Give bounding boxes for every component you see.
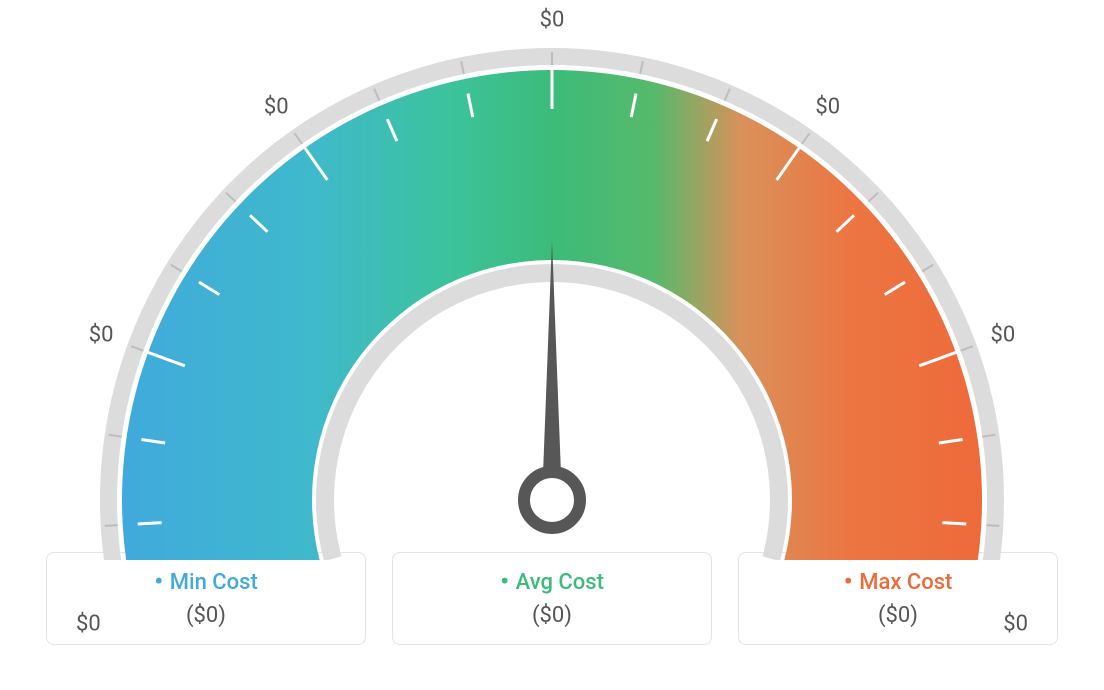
legend-card-avg: Avg Cost ($0): [392, 552, 712, 645]
gauge-svg: [0, 0, 1104, 560]
gauge-tick-sub: [942, 523, 966, 524]
gauge-tick-label: $0: [1003, 612, 1028, 637]
gauge-tick-label: $0: [540, 8, 565, 33]
gauge-tick-label: $0: [264, 95, 289, 120]
gauge-tick-minor: [986, 525, 999, 526]
gauge-tick-label: $0: [89, 323, 114, 348]
gauge-tick-label: $0: [815, 95, 840, 120]
gauge-needle-hub: [524, 472, 580, 528]
gauge-tick-sub: [138, 523, 162, 524]
legend-value-avg: ($0): [393, 603, 711, 628]
legend-row: Min Cost ($0) Avg Cost ($0) Max Cost ($0…: [0, 552, 1104, 645]
legend-title-min: Min Cost: [47, 567, 365, 597]
gauge-tick-minor: [105, 525, 118, 526]
gauge-tick-label: $0: [76, 612, 101, 637]
gauge-tick-label: $0: [990, 323, 1015, 348]
legend-title-max: Max Cost: [739, 567, 1057, 597]
gauge-chart: $0$0$0$0$0$0$0: [0, 0, 1104, 560]
legend-title-avg: Avg Cost: [393, 567, 711, 597]
